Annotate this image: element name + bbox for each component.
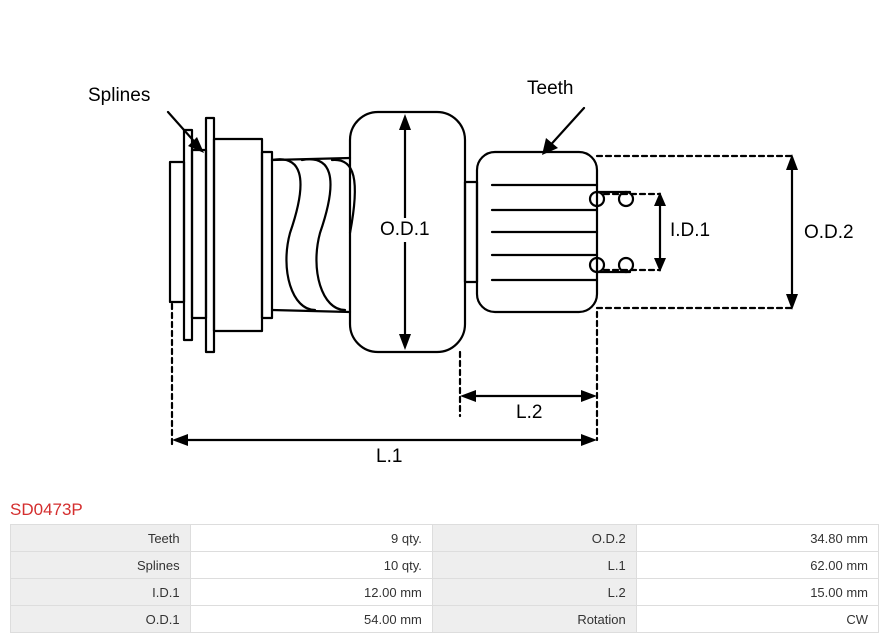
spec-value: 62.00 mm bbox=[636, 552, 878, 579]
spec-value: 15.00 mm bbox=[636, 579, 878, 606]
diagram-svg bbox=[0, 0, 889, 490]
spec-value: 54.00 mm bbox=[190, 606, 432, 633]
label-splines: Splines bbox=[88, 85, 150, 107]
table-body: Teeth 9 qty. O.D.2 34.80 mm Splines 10 q… bbox=[11, 525, 879, 633]
spec-value: 9 qty. bbox=[190, 525, 432, 552]
spec-label: Splines bbox=[11, 552, 191, 579]
technical-diagram: Splines Teeth O.D.1 O.D.2 I.D.1 L.2 L.1 bbox=[0, 0, 889, 490]
spec-label: L.1 bbox=[432, 552, 636, 579]
spec-label: O.D.1 bbox=[11, 606, 191, 633]
table-row: I.D.1 12.00 mm L.2 15.00 mm bbox=[11, 579, 879, 606]
table-row: Teeth 9 qty. O.D.2 34.80 mm bbox=[11, 525, 879, 552]
label-l2: L.2 bbox=[516, 402, 542, 424]
table-row: Splines 10 qty. L.1 62.00 mm bbox=[11, 552, 879, 579]
spec-label: O.D.2 bbox=[432, 525, 636, 552]
label-od2: O.D.2 bbox=[804, 222, 854, 244]
label-teeth: Teeth bbox=[527, 78, 573, 100]
spec-label: L.2 bbox=[432, 579, 636, 606]
spec-value: CW bbox=[636, 606, 878, 633]
spec-value: 10 qty. bbox=[190, 552, 432, 579]
part-number: SD0473P bbox=[10, 500, 83, 520]
table-row: O.D.1 54.00 mm Rotation CW bbox=[11, 606, 879, 633]
label-l1: L.1 bbox=[376, 446, 402, 468]
spec-value: 34.80 mm bbox=[636, 525, 878, 552]
label-od1: O.D.1 bbox=[378, 218, 432, 242]
spec-label: Teeth bbox=[11, 525, 191, 552]
label-id1: I.D.1 bbox=[670, 220, 710, 242]
spec-label: I.D.1 bbox=[11, 579, 191, 606]
spec-label: Rotation bbox=[432, 606, 636, 633]
spec-value: 12.00 mm bbox=[190, 579, 432, 606]
specifications-table: Teeth 9 qty. O.D.2 34.80 mm Splines 10 q… bbox=[10, 524, 879, 633]
